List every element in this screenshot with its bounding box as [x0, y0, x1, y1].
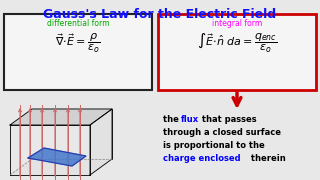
- Text: differential form: differential form: [47, 19, 109, 28]
- Text: Gauss's Law for the Electric Field: Gauss's Law for the Electric Field: [44, 8, 276, 21]
- Text: $\vec{\nabla}\!\cdot\!\vec{E} = \dfrac{\rho}{\varepsilon_o}$: $\vec{\nabla}\!\cdot\!\vec{E} = \dfrac{\…: [55, 32, 101, 55]
- Polygon shape: [10, 109, 112, 125]
- Polygon shape: [28, 148, 86, 166]
- Text: integral form: integral form: [212, 19, 262, 28]
- Text: therein: therein: [248, 154, 286, 163]
- Bar: [4, 14, 152, 90]
- Polygon shape: [10, 159, 112, 175]
- Text: $\int \vec{E}\!\cdot\!\hat{n}\; da = \dfrac{q_{enc}}{\varepsilon_o}$: $\int \vec{E}\!\cdot\!\hat{n}\; da = \df…: [197, 32, 277, 55]
- Text: that passes: that passes: [199, 115, 257, 124]
- Text: the: the: [163, 115, 182, 124]
- Polygon shape: [90, 109, 112, 175]
- Text: through a closed surface: through a closed surface: [163, 128, 281, 137]
- Text: is proportional to the: is proportional to the: [163, 141, 265, 150]
- Bar: [158, 14, 316, 90]
- Text: flux: flux: [181, 115, 199, 124]
- Text: charge enclosed: charge enclosed: [163, 154, 241, 163]
